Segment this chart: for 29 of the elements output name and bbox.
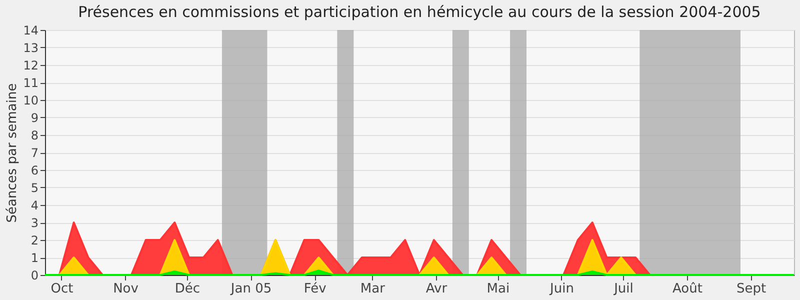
y-tick-label: 12 xyxy=(23,58,38,72)
y-tick-label: 2 xyxy=(30,234,38,248)
x-tick-label: Déc xyxy=(174,282,200,296)
x-tick-label: Nov xyxy=(113,282,139,296)
y-tick-label: 4 xyxy=(30,198,38,212)
x-tick-label: Jan 05 xyxy=(230,282,272,296)
x-tick-label: Juin xyxy=(549,282,574,296)
x-tick-label: Juil xyxy=(613,282,634,296)
y-tick-label: 3 xyxy=(30,216,38,230)
y-tick-label: 13 xyxy=(23,41,38,55)
x-tick-label: Avr xyxy=(426,282,448,296)
y-tick-label: 14 xyxy=(23,24,38,38)
x-tick-label: Août xyxy=(672,282,702,296)
y-tick-label: 5 xyxy=(30,181,38,195)
chart-title: Présences en commissions et participation en hémicycle au cours de la session 2004-2005 xyxy=(78,3,761,21)
x-tick-label: Oct xyxy=(50,282,74,296)
x-tick-label: Fév xyxy=(304,282,327,296)
y-tick-label: 1 xyxy=(30,251,38,265)
x-tick-label: Mar xyxy=(360,282,386,296)
y-tick-label: 8 xyxy=(30,128,38,142)
y-tick-label: 10 xyxy=(23,94,38,108)
y-tick-label: 6 xyxy=(30,164,38,178)
x-tick-label: Mai xyxy=(486,282,510,296)
x-tick-label: Sept xyxy=(736,282,766,296)
y-tick-label: 11 xyxy=(23,76,38,90)
y-tick-label: 0 xyxy=(30,268,38,282)
y-tick-label: 9 xyxy=(30,111,38,125)
y-axis-title: Séances par semaine xyxy=(5,83,20,223)
y-tick-label: 7 xyxy=(30,146,38,160)
